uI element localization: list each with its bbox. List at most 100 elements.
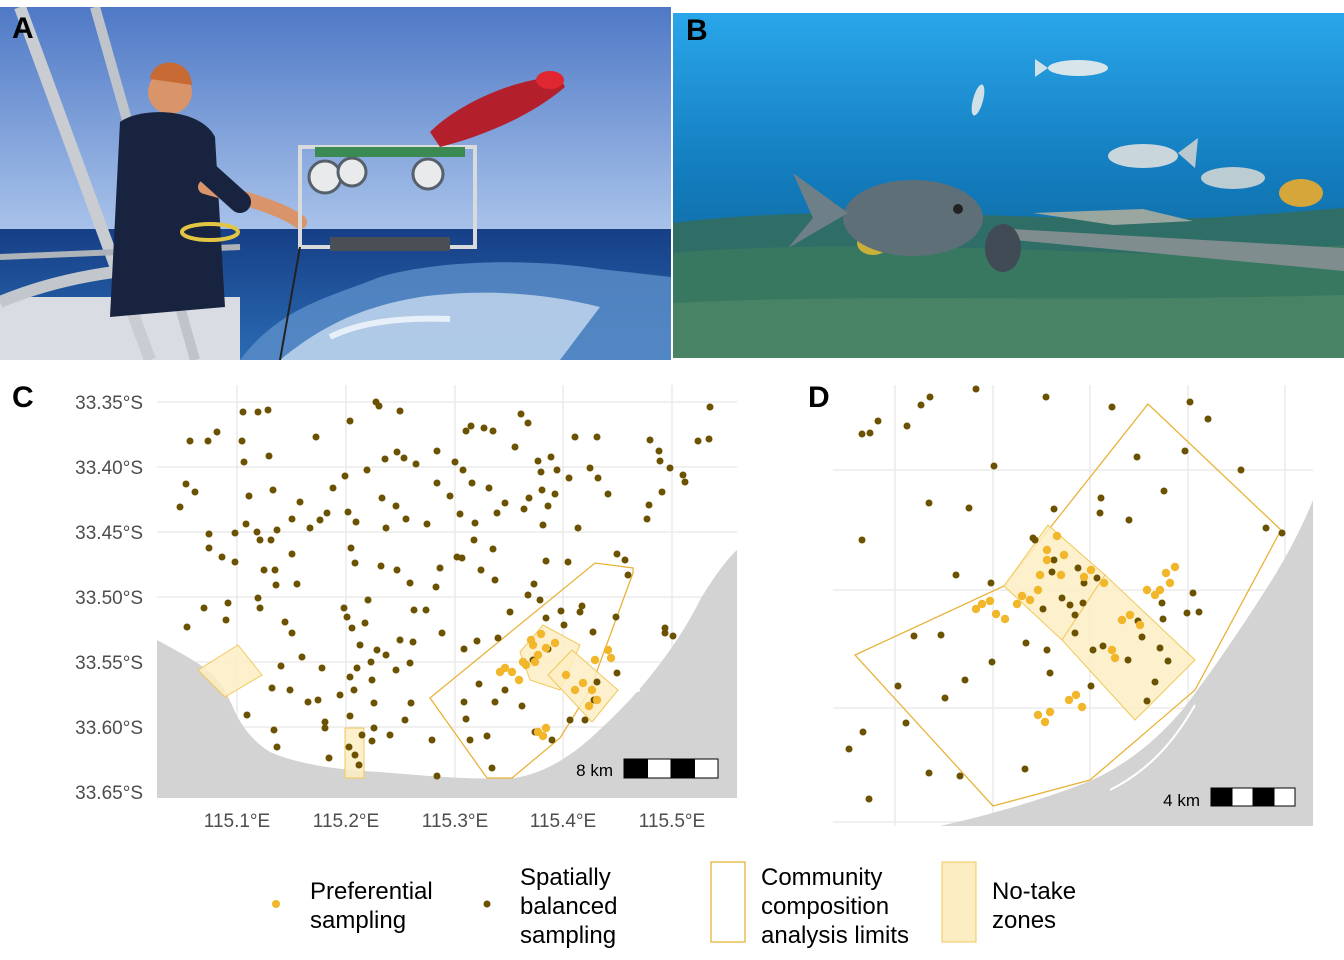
sample-point [1079, 572, 1089, 582]
map-c-lat-ticks: 33.35°S 33.40°S 33.45°S 33.50°S 33.55°S … [75, 393, 143, 804]
sample-point [1135, 620, 1145, 630]
map-d-preferential-points [971, 531, 1180, 727]
sample-point [1040, 717, 1050, 727]
sample-point [604, 490, 612, 498]
sample-point [483, 732, 491, 740]
sample-point [462, 427, 470, 435]
sample-point [407, 699, 415, 707]
sample-point [858, 430, 866, 438]
sample-point [576, 608, 584, 616]
sample-point [346, 417, 354, 425]
sample-point [1189, 589, 1197, 597]
sample-point [1143, 697, 1151, 705]
sample-point [1017, 591, 1027, 601]
sample-point [254, 594, 262, 602]
sample-point [1071, 611, 1079, 619]
sample-point [182, 480, 190, 488]
sample-point [1058, 594, 1066, 602]
sample-point [985, 596, 995, 606]
sample-point [273, 526, 281, 534]
sample-point [470, 536, 478, 544]
sample-point [621, 556, 629, 564]
sample-point [410, 606, 418, 614]
sample-point [530, 657, 540, 667]
sample-point [321, 718, 329, 726]
sample-point [238, 437, 246, 445]
sample-point [409, 638, 417, 646]
sample-point [467, 422, 475, 430]
sample-point [432, 583, 440, 591]
sample-point [1043, 646, 1051, 654]
sample-point [218, 553, 226, 561]
sample-point [373, 646, 381, 654]
sample-point [288, 515, 296, 523]
sample-point [288, 550, 296, 558]
sample-point [1278, 529, 1286, 537]
panel-label-a: A [12, 12, 34, 45]
sample-point [536, 629, 546, 639]
sample-point [589, 628, 597, 636]
sample-point [661, 624, 669, 632]
sample-point [273, 743, 281, 751]
sample-point [477, 566, 485, 574]
sample-point [480, 424, 488, 432]
sample-point [613, 669, 621, 677]
sample-point [368, 737, 376, 745]
sample-point [268, 684, 276, 692]
sample-point [256, 604, 264, 612]
sample-point [1039, 605, 1047, 613]
sample-point [578, 602, 586, 610]
sample-point [433, 772, 441, 780]
sample-point [1035, 570, 1045, 580]
sample-point [1050, 556, 1058, 564]
sample-point [329, 484, 337, 492]
sample-point [200, 604, 208, 612]
sample-point [1080, 579, 1088, 587]
sample-point [643, 515, 651, 523]
lon-tick: 115.3°E [422, 811, 488, 832]
panel-label-b: B [686, 14, 708, 47]
sample-point [624, 571, 632, 579]
sample-point [542, 557, 550, 565]
lat-tick: 33.65°S [75, 783, 143, 804]
lon-tick: 115.2°E [313, 811, 379, 832]
sample-point [655, 447, 663, 455]
sample-point [965, 504, 973, 512]
lat-tick: 33.60°S [75, 718, 143, 739]
sample-point [681, 478, 689, 486]
sample-point [858, 536, 866, 544]
sample-point [1165, 578, 1175, 588]
sample-point [941, 694, 949, 702]
sample-point [606, 653, 616, 663]
map-c-gridlines [157, 385, 737, 798]
sample-point [586, 464, 594, 472]
sample-point [518, 657, 528, 667]
sample-point [1059, 550, 1069, 560]
sample-point [988, 658, 996, 666]
sample-point [500, 663, 510, 673]
sample-point [473, 637, 481, 645]
sample-point [656, 457, 664, 465]
sample-point [265, 452, 273, 460]
sample-point [423, 520, 431, 528]
sample-point [570, 685, 580, 695]
sample-point [1170, 562, 1180, 572]
sample-point [386, 731, 394, 739]
lon-tick: 115.1°E [204, 811, 270, 832]
sample-point [240, 458, 248, 466]
sample-point [1079, 599, 1087, 607]
sample-point [553, 466, 561, 474]
sample-point [382, 651, 390, 659]
sample-point [468, 479, 476, 487]
sample-point [312, 433, 320, 441]
sample-point [587, 685, 597, 695]
sample-point [242, 520, 250, 528]
sample-point [402, 515, 410, 523]
sample-point [298, 653, 306, 661]
sample-point [845, 745, 853, 753]
map-d-notake-zone-2 [1061, 574, 1196, 721]
sample-point [551, 490, 559, 498]
sample-point [1138, 633, 1146, 641]
sample-point [475, 680, 483, 688]
sample-point [205, 544, 213, 552]
